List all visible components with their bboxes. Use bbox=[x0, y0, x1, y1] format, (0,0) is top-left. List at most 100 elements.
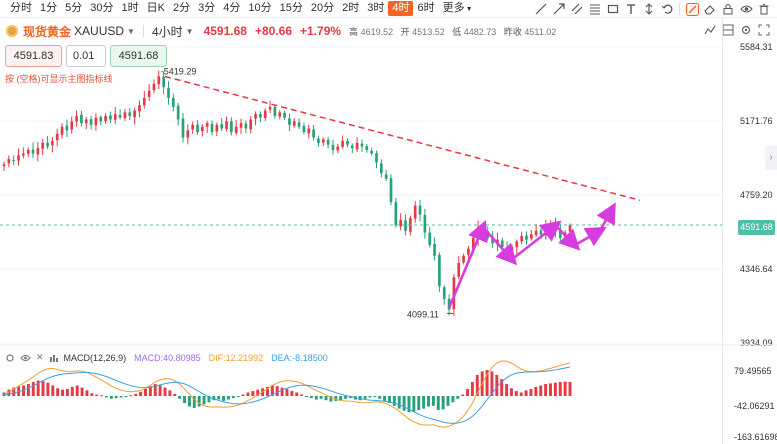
candle-body bbox=[51, 141, 54, 146]
candle-body bbox=[99, 117, 103, 122]
candle-body bbox=[31, 149, 35, 154]
candle-body bbox=[171, 97, 175, 107]
period-5[interactable]: 日K bbox=[146, 2, 165, 14]
rectangle-tool-icon[interactable] bbox=[604, 1, 622, 17]
macd-bar bbox=[534, 386, 538, 396]
period-14[interactable]: 4时 bbox=[388, 1, 414, 16]
period-15[interactable]: 6时 bbox=[417, 2, 435, 14]
lock-icon[interactable] bbox=[719, 1, 737, 17]
macd-bar bbox=[139, 391, 143, 396]
candle-body bbox=[244, 123, 248, 129]
macd-bar bbox=[36, 380, 40, 396]
candle-body bbox=[220, 124, 224, 129]
macd-bar bbox=[41, 381, 45, 396]
interval-dropdown-icon[interactable]: ▼ bbox=[185, 26, 194, 36]
period-6[interactable]: 2分 bbox=[172, 2, 191, 14]
candle-body bbox=[109, 115, 112, 120]
fibonacci-tool-icon[interactable] bbox=[586, 1, 604, 17]
candle-body bbox=[113, 114, 117, 120]
macd-bar bbox=[549, 383, 552, 396]
symbol-name[interactable]: 现货黄金 bbox=[23, 24, 72, 39]
edit-icon[interactable] bbox=[683, 1, 701, 17]
candle-body bbox=[186, 130, 190, 138]
more-caret-icon: ▼ bbox=[465, 6, 473, 13]
macd-bar bbox=[500, 379, 504, 396]
indicator-icon[interactable] bbox=[701, 22, 719, 38]
macd-bar bbox=[100, 395, 104, 397]
candle-body bbox=[418, 205, 422, 215]
macd-bar bbox=[207, 396, 211, 403]
macd-bar bbox=[217, 396, 221, 400]
macd-bar bbox=[344, 396, 348, 399]
indicator-chart-icon bbox=[49, 353, 59, 363]
macd-bar bbox=[378, 396, 382, 399]
period-1[interactable]: 1分 bbox=[40, 2, 58, 14]
period-8[interactable]: 4分 bbox=[223, 2, 241, 14]
period-10[interactable]: 15分 bbox=[279, 2, 303, 14]
candle-body bbox=[534, 230, 538, 236]
period-4[interactable]: 1时 bbox=[121, 2, 139, 14]
macd-bar bbox=[70, 386, 74, 396]
candle-body bbox=[568, 225, 572, 232]
symbol-code[interactable]: XAUUSD bbox=[74, 24, 125, 38]
candle-body bbox=[360, 143, 364, 147]
macd-bar bbox=[427, 396, 430, 407]
eye-icon[interactable] bbox=[737, 1, 755, 17]
period-11[interactable]: 20分 bbox=[310, 2, 335, 14]
macd-bar bbox=[563, 381, 567, 396]
period-9[interactable]: 10分 bbox=[248, 2, 272, 14]
buy-price-button[interactable]: 4591.68 bbox=[110, 45, 167, 67]
candle-body bbox=[380, 163, 383, 174]
period-12[interactable]: 2时 bbox=[342, 2, 360, 14]
period-16[interactable]: 更多▼ bbox=[442, 2, 473, 14]
macd-bar bbox=[202, 396, 206, 405]
interval-selector[interactable]: 4小时 bbox=[151, 24, 183, 39]
macd-bar bbox=[509, 388, 513, 396]
indicator-visibility-icon[interactable] bbox=[20, 353, 31, 363]
ray-tool-icon[interactable] bbox=[550, 1, 568, 17]
price-axis-label: 5171.76 bbox=[740, 116, 773, 126]
price-axis-label: 3934.09 bbox=[740, 338, 773, 348]
candle-body bbox=[22, 153, 25, 156]
delete-icon[interactable] bbox=[755, 1, 773, 17]
text-tool-icon[interactable] bbox=[622, 1, 640, 17]
quantity-input[interactable]: 0.01 bbox=[66, 45, 106, 67]
undo-icon[interactable] bbox=[658, 1, 676, 17]
indicator-settings-icon[interactable] bbox=[5, 353, 15, 363]
macd-bar bbox=[558, 381, 562, 396]
measure-tool-icon[interactable] bbox=[640, 1, 658, 17]
period-2[interactable]: 5分 bbox=[65, 2, 83, 14]
macd-bar bbox=[173, 393, 177, 396]
symbol-dropdown-icon[interactable]: ▼ bbox=[127, 26, 135, 36]
macd-bar bbox=[51, 385, 55, 396]
candle-body bbox=[41, 142, 45, 149]
side-panel-toggle-icon[interactable]: › bbox=[765, 146, 777, 170]
channel-tool-icon[interactable] bbox=[568, 1, 586, 17]
dif-value: DIF:12.21992 bbox=[208, 352, 264, 363]
high-price-label: -5419.29 bbox=[161, 67, 197, 77]
macd-bar bbox=[246, 392, 250, 396]
candle-body bbox=[128, 112, 132, 116]
period-3[interactable]: 30分 bbox=[90, 2, 114, 14]
fullscreen-icon[interactable] bbox=[755, 22, 773, 38]
candle-body bbox=[510, 246, 514, 252]
candle-body bbox=[331, 144, 335, 151]
period-7[interactable]: 3分 bbox=[198, 2, 216, 14]
indicator-close-icon[interactable]: ✕ bbox=[36, 352, 44, 362]
candle-body bbox=[60, 126, 64, 135]
trendline-tool-icon[interactable] bbox=[532, 1, 550, 17]
candle-body bbox=[326, 139, 330, 145]
macd-legend: ✕ MACD(12,26,9) MACD:40.80985 DIF:12.219… bbox=[5, 352, 328, 363]
settings-icon[interactable] bbox=[737, 22, 755, 38]
macd-bar bbox=[402, 396, 406, 411]
macd-bar bbox=[373, 396, 377, 397]
period-0[interactable]: 分时 bbox=[10, 2, 32, 14]
macd-bar bbox=[256, 389, 260, 396]
macd-bar bbox=[90, 393, 94, 396]
eraser-icon[interactable] bbox=[701, 1, 719, 17]
macd-bar bbox=[85, 390, 89, 396]
macd-bar bbox=[95, 394, 99, 396]
period-13[interactable]: 3时 bbox=[367, 2, 385, 14]
candle-body bbox=[191, 124, 194, 130]
sell-price-button[interactable]: 4591.83 bbox=[5, 45, 62, 67]
